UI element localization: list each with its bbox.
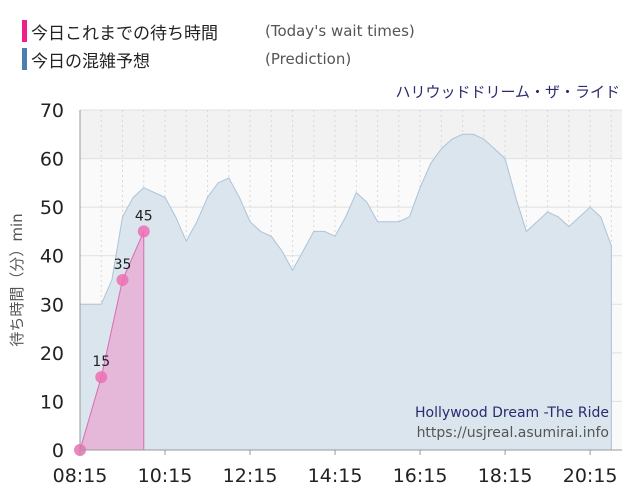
today-points: 15 35 45 (74, 208, 153, 456)
y-tick-label: 50 (40, 197, 64, 219)
today-point (95, 371, 108, 384)
today-point (137, 225, 150, 238)
prediction-swatch (22, 48, 27, 70)
x-tick-label: 12:15 (223, 465, 278, 487)
y-tick-label: 60 (40, 149, 64, 171)
data-label: 35 (114, 257, 132, 273)
y-tick-label: 0 (52, 440, 64, 462)
legend-label-en: (Today's wait times) (265, 22, 415, 40)
legend-item-today: 今日これまでの待ち時間 (Today's wait times) (22, 18, 415, 44)
y-tick-label: 30 (40, 294, 64, 316)
data-label: 45 (135, 208, 153, 224)
x-tick-label: 16:15 (393, 465, 448, 487)
x-tick-label: 18:15 (478, 465, 533, 487)
x-tick-label: 14:15 (308, 465, 363, 487)
y-tick-label: 40 (40, 246, 64, 268)
y-tick-label: 20 (40, 343, 64, 365)
x-tick-label: 08:15 (53, 465, 108, 487)
y-axis: 0 10 20 30 40 50 60 70 (40, 100, 81, 462)
y-axis-label: 待ち時間（分）min (8, 213, 26, 346)
y-tick-label: 70 (40, 100, 64, 122)
attraction-title-jp: ハリウッドドリーム・ザ・ライド (395, 83, 620, 101)
y-tick-label: 10 (40, 391, 64, 413)
prediction-area (79, 133, 612, 451)
x-axis: 08:15 10:15 12:15 14:15 16:15 18:15 20:15 (53, 449, 622, 487)
data-label: 15 (92, 354, 110, 370)
legend-label-jp: 今日の混雑予想 (31, 51, 150, 72)
x-tick-label: 10:15 (138, 465, 193, 487)
legend-label-jp: 今日これまでの待ち時間 (31, 23, 218, 44)
legend: 今日これまでの待ち時間 (Today's wait times) 今日の混雑予想… (22, 18, 415, 74)
legend-item-prediction: 今日の混雑予想 (Prediction) (22, 46, 415, 72)
attraction-name-en: Hollywood Dream -The Ride (415, 405, 609, 421)
legend-label-en: (Prediction) (265, 50, 352, 68)
today-point (116, 274, 129, 286)
today-swatch (22, 20, 27, 42)
source-url: https://usjreal.asumirai.info (417, 425, 609, 441)
x-tick-label: 20:15 (563, 465, 618, 487)
